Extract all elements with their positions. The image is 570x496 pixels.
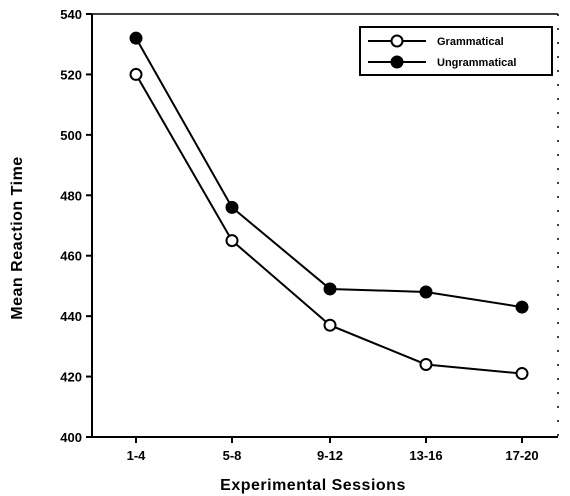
- y-tick-label: 500: [60, 128, 82, 143]
- series-ungrammatical: [129, 31, 529, 314]
- y-tick-label: 420: [60, 370, 82, 385]
- x-axis-title: Experimental Sessions: [220, 477, 406, 494]
- legend-marker-swatch: [390, 34, 404, 48]
- data-point: [225, 234, 239, 248]
- data-point: [323, 282, 337, 296]
- y-tick-label: 440: [60, 309, 82, 324]
- axes: [91, 13, 559, 438]
- series-grammatical: [129, 67, 529, 381]
- series-line: [135, 37, 523, 309]
- data-point: [225, 200, 239, 214]
- y-tick-label: 460: [60, 249, 82, 264]
- data-point: [419, 285, 433, 299]
- legend-box: [359, 26, 553, 76]
- x-tick-label: 13-16: [409, 448, 442, 463]
- data-point: [419, 357, 433, 371]
- y-axis-title: Mean Reaction Time: [9, 156, 26, 319]
- y-tick-label: 400: [60, 430, 82, 445]
- x-tick-label: 17-20: [505, 448, 538, 463]
- data-point: [129, 67, 143, 81]
- x-tick-label: 1-4: [127, 448, 147, 463]
- legend-marker-swatch: [390, 55, 404, 69]
- data-point: [323, 318, 337, 332]
- legend-label: Ungrammatical: [437, 57, 516, 69]
- data-point: [515, 300, 529, 314]
- legend: Grammatical Ungrammatical: [359, 26, 553, 76]
- legend-label: Grammatical: [437, 36, 504, 48]
- y-axis-ticks: 400 420 440 460 480 500 520 540: [60, 7, 92, 445]
- series-layer: [129, 31, 529, 381]
- y-tick-label: 540: [60, 7, 82, 22]
- y-tick-label: 480: [60, 188, 82, 203]
- x-tick-label: 5-8: [223, 448, 242, 463]
- y-tick-label: 520: [60, 67, 82, 82]
- x-tick-label: 9-12: [317, 448, 343, 463]
- data-point: [129, 31, 143, 45]
- data-point: [515, 367, 529, 381]
- x-axis-ticks: 1-4 5-8 9-12 13-16 17-20: [127, 437, 539, 463]
